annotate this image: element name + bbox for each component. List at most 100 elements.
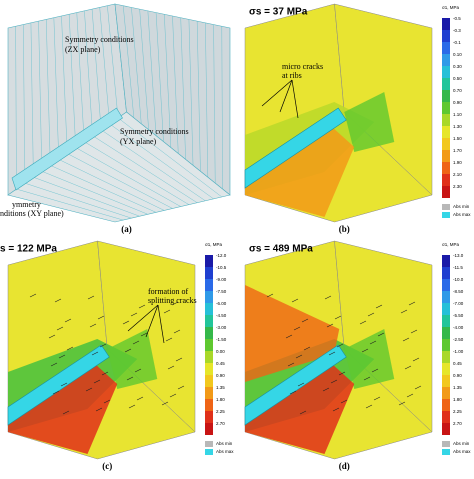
- crack: [287, 362, 295, 367]
- legend-label: -0.5: [453, 16, 461, 21]
- mesh-line: [196, 21, 201, 172]
- legend-swatch: [442, 186, 450, 198]
- legend-label: -4.00: [453, 325, 464, 330]
- legend-swatch: [442, 42, 450, 54]
- legend-label: 2.10: [453, 172, 462, 177]
- panel-label: (b): [339, 224, 350, 234]
- annotation: micro cracks: [282, 62, 323, 71]
- legend-swatch: [442, 255, 450, 267]
- legend-swatch: [442, 90, 450, 102]
- crack: [132, 340, 140, 345]
- mesh-line: [147, 10, 157, 136]
- legend-swatch: [442, 78, 450, 90]
- crack: [303, 346, 311, 351]
- crack: [414, 385, 422, 390]
- legend-label: -7.50: [216, 289, 227, 294]
- legend-swatch: [442, 411, 450, 423]
- crack: [375, 304, 383, 309]
- legend-label: 0.90: [216, 373, 225, 378]
- legend-swatch: [442, 291, 450, 303]
- legend-label: -3.00: [216, 325, 227, 330]
- panel-label: (d): [339, 461, 350, 471]
- mesh-line: [75, 147, 181, 207]
- crack: [122, 320, 130, 325]
- legend-label: -8.50: [453, 289, 464, 294]
- legend-swatch: [442, 441, 450, 447]
- mesh-line: [164, 14, 172, 148]
- crack: [404, 365, 412, 370]
- mesh-line: [117, 117, 222, 198]
- mesh-line: [109, 123, 214, 200]
- legend-title: σ1, MPa: [442, 5, 460, 10]
- crack: [52, 390, 60, 395]
- legend-swatch: [205, 399, 213, 411]
- annotation: formation of: [148, 287, 189, 296]
- crack: [85, 387, 93, 392]
- crack: [95, 407, 103, 412]
- legend-label: -4.50: [216, 313, 227, 318]
- legend-label: -5.50: [453, 313, 464, 318]
- mesh-line: [68, 14, 76, 148]
- pointer: [291, 79, 299, 119]
- bar: [11, 107, 123, 191]
- crack: [48, 334, 56, 339]
- contour-red: [245, 357, 355, 454]
- legend-label: 2.30: [453, 184, 462, 189]
- crack: [297, 382, 305, 387]
- legend-swatch: [205, 267, 213, 279]
- crack: [361, 348, 369, 353]
- bar: [7, 344, 110, 426]
- mesh-line: [58, 159, 165, 211]
- legend-label: Abs max: [216, 449, 234, 454]
- mesh-line: [67, 153, 173, 209]
- legend-swatch: [442, 327, 450, 339]
- crack: [66, 346, 74, 351]
- crack: [60, 382, 68, 387]
- mesh-line: [53, 17, 59, 160]
- crack: [54, 298, 62, 303]
- crack: [89, 323, 97, 328]
- legend-label: Abs min: [453, 204, 470, 209]
- legend-label: 0.45: [216, 361, 225, 366]
- panel-title: σs = 489 MPa: [249, 244, 313, 255]
- legend-label: -2.50: [453, 337, 464, 342]
- crack: [332, 407, 340, 412]
- legend-title: σ1, MPa: [442, 242, 460, 247]
- crack: [103, 399, 111, 404]
- crack: [295, 354, 303, 359]
- crack: [169, 393, 177, 398]
- mesh-line: [50, 165, 157, 213]
- contour-red: [245, 120, 355, 217]
- pointer: [145, 304, 159, 338]
- pointer: [157, 304, 165, 344]
- crack: [410, 329, 418, 334]
- crack: [359, 320, 367, 325]
- legend-swatch: [205, 375, 213, 387]
- mesh-line: [92, 135, 198, 203]
- crack: [128, 404, 136, 409]
- crack: [126, 376, 134, 381]
- legend-swatch: [205, 351, 213, 363]
- crack: [336, 343, 344, 348]
- crack: [173, 329, 181, 334]
- legend-swatch: [442, 315, 450, 327]
- annotation: Symmetry conditions: [120, 127, 189, 136]
- mesh-line: [38, 21, 43, 172]
- legend-label: -10.5: [216, 265, 227, 270]
- crack: [163, 309, 171, 314]
- mesh-line: [30, 22, 34, 178]
- crack: [340, 399, 348, 404]
- legend-swatch: [442, 66, 450, 78]
- legend-swatch: [442, 267, 450, 279]
- legend-label: -10.0: [453, 277, 464, 282]
- mesh-line: [41, 171, 148, 215]
- crack: [365, 404, 373, 409]
- crack: [134, 368, 142, 373]
- panel-label: (c): [102, 461, 112, 471]
- mesh-line: [172, 15, 179, 154]
- crack: [87, 295, 95, 300]
- legend-label: 1.35: [216, 385, 225, 390]
- legend-swatch: [442, 204, 450, 210]
- crack: [101, 371, 109, 376]
- mesh-line: [33, 177, 140, 217]
